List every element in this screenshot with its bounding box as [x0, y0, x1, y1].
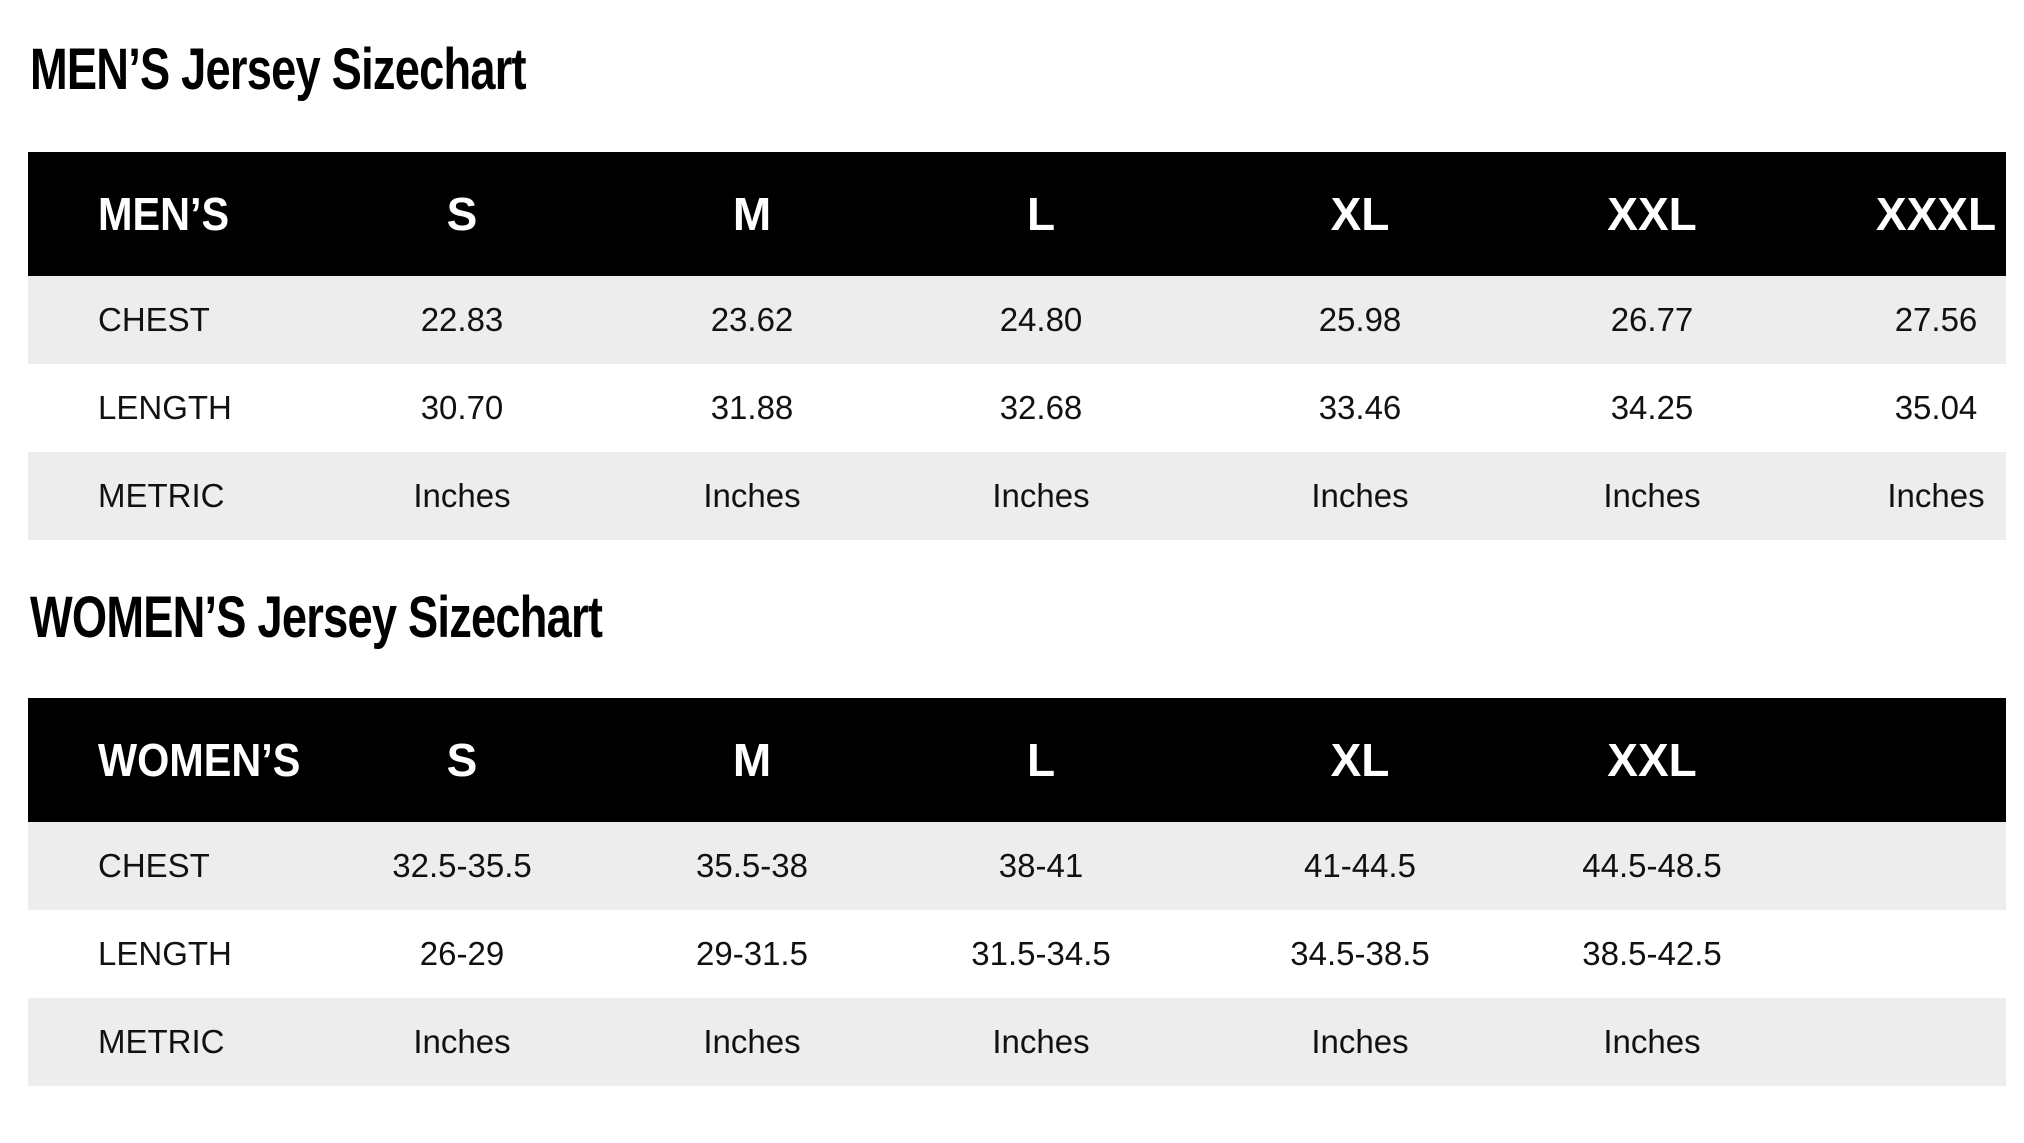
table-cell: XXL — [1607, 188, 1697, 240]
table-row: METRIC Inches Inches Inches Inches Inches — [28, 998, 2006, 1086]
table-cell: Inches — [1603, 1023, 1701, 1060]
table-row: CHEST 32.5-35.5 35.5-38 38-41 41-44.5 44.5-48… — [28, 822, 2006, 910]
table-cell: 35.04 — [1894, 389, 1978, 426]
table-cell: Inches — [1311, 477, 1409, 514]
table-cell: Inches — [703, 477, 801, 514]
table-cell: 41-44.5 — [1304, 847, 1416, 884]
row-label: CHEST — [98, 301, 210, 338]
mens-title: MEN’S Jersey Sizechart — [30, 37, 527, 102]
table-cell: 32.68 — [999, 389, 1083, 426]
table-cell: 26-29 — [419, 935, 505, 972]
womens-title: WOMEN’S Jersey Sizechart — [30, 585, 603, 650]
table-cell: 32.5-35.5 — [392, 847, 532, 884]
table-cell: 34.5-38.5 — [1290, 935, 1430, 972]
row-label: METRIC — [98, 477, 225, 514]
table-cell: 34.25 — [1610, 389, 1694, 426]
table-header-row: WOMEN’S S M L XL XXL — [28, 698, 2006, 822]
table-cell: M — [732, 734, 772, 786]
table-cell: Inches — [1603, 477, 1701, 514]
table-row: CHEST 22.83 23.62 24.80 25.98 26.77 27.56 — [28, 276, 2006, 364]
table-cell: M — [732, 188, 772, 240]
table-cell: 24.80 — [999, 301, 1083, 338]
table-cell: Inches — [703, 1023, 801, 1060]
table-row: LENGTH 30.70 31.88 32.68 33.46 34.25 35.04 — [28, 364, 2006, 452]
row-label: CHEST — [98, 847, 210, 884]
table-cell: 25.98 — [1318, 301, 1402, 338]
table-row: METRIC Inches Inches Inches Inches Inches Inch… — [28, 452, 2006, 540]
table-cell: Inches — [1887, 477, 1985, 514]
table-cell: Inches — [413, 477, 511, 514]
table-cell: L — [1026, 734, 1056, 786]
row-label: MEN’S — [98, 188, 230, 240]
table-cell: XL — [1330, 188, 1390, 240]
table-cell: 31.5-34.5 — [971, 935, 1111, 972]
table-cell: 33.46 — [1318, 389, 1402, 426]
table-cell: S — [446, 188, 478, 240]
table-cell: 31.88 — [710, 389, 794, 426]
table-cell: S — [446, 734, 478, 786]
row-label: WOMEN’S — [98, 734, 301, 786]
table-cell: 38-41 — [998, 847, 1084, 884]
table-cell: 23.62 — [710, 301, 794, 338]
table-cell: 26.77 — [1610, 301, 1694, 338]
table-cell: 22.83 — [420, 301, 504, 338]
table-cell: 29-31.5 — [696, 935, 808, 972]
table-cell: XXL — [1607, 734, 1697, 786]
row-label: LENGTH — [98, 935, 232, 972]
table-header-row: MEN’S S M L XL XXL XXXL — [28, 152, 2006, 276]
table-cell: 38.5-42.5 — [1582, 935, 1722, 972]
table-cell: Inches — [992, 477, 1090, 514]
table-cell: 44.5-48.5 — [1582, 847, 1722, 884]
table-cell: 30.70 — [420, 389, 504, 426]
table-cell: XXXL — [1875, 188, 1997, 240]
table-cell: Inches — [1311, 1023, 1409, 1060]
table-cell: XL — [1330, 734, 1390, 786]
table-cell: 27.56 — [1894, 301, 1978, 338]
table-cell: 35.5-38 — [696, 847, 808, 884]
table-row: LENGTH 26-29 29-31.5 31.5-34.5 34.5-38.5 38.5… — [28, 910, 2006, 998]
row-label: METRIC — [98, 1023, 225, 1060]
table-cell: Inches — [992, 1023, 1090, 1060]
table-cell: L — [1026, 188, 1056, 240]
table-cell: Inches — [413, 1023, 511, 1060]
mens-size-table: MEN’S S M L XL XXL XXXL CHEST 22.83 23.62 24.80 25.… — [28, 152, 2006, 540]
womens-size-table: WOMEN’S S M L XL XXL CHEST 32.5-35.5 35.5-38 38-4… — [28, 698, 2006, 1086]
row-label: LENGTH — [98, 389, 232, 426]
